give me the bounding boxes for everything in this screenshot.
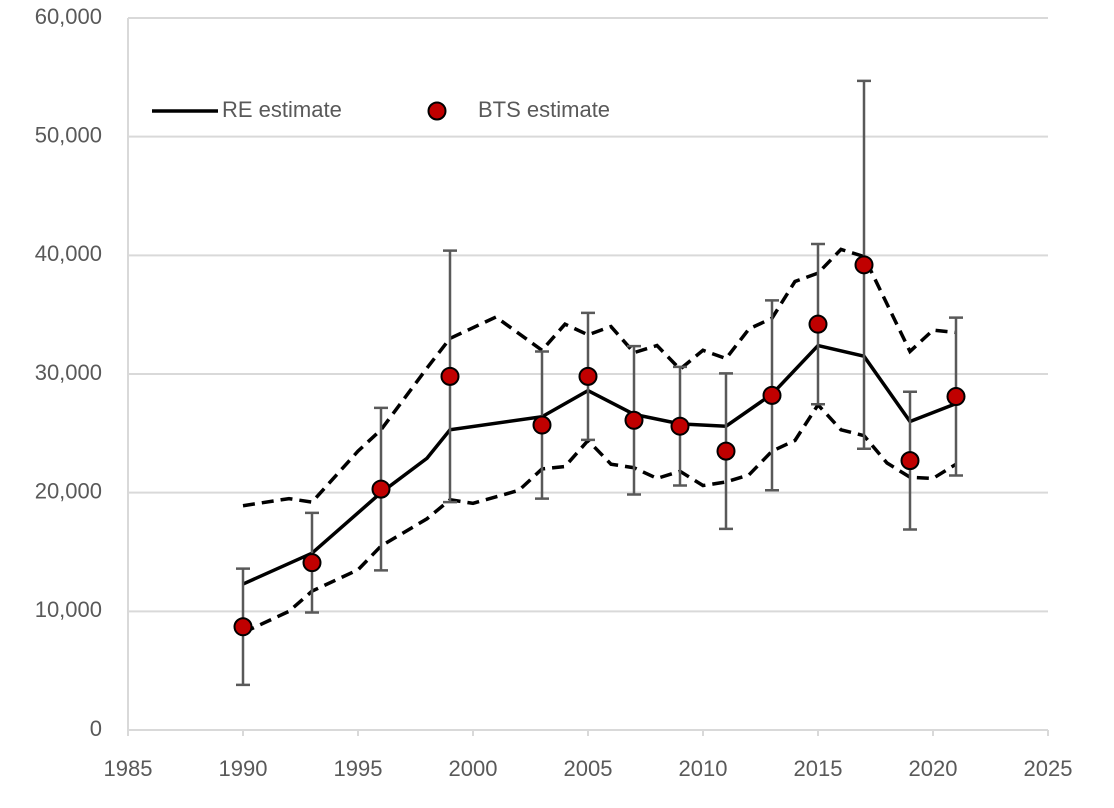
y-tick-label: 60,000 (35, 4, 102, 29)
x-tick-label: 2005 (564, 756, 613, 781)
x-tick-label: 2000 (449, 756, 498, 781)
x-tick-label: 1990 (219, 756, 268, 781)
y-tick-label: 50,000 (35, 122, 102, 147)
point (670, 416, 690, 436)
bound-line (242, 402, 957, 635)
x-tick-label: 1985 (104, 756, 153, 781)
bound-line (242, 247, 957, 508)
point (808, 314, 828, 334)
x-tick-label: 2015 (794, 756, 843, 781)
point (233, 617, 253, 637)
x-tick-label: 2020 (909, 756, 958, 781)
point (578, 366, 598, 386)
y-tick-label: 30,000 (35, 360, 102, 385)
point (900, 451, 920, 471)
point (946, 387, 966, 407)
point (762, 385, 782, 405)
point (302, 553, 322, 573)
y-tick-label: 40,000 (35, 241, 102, 266)
estimate-line (242, 343, 957, 586)
legend-label: BTS estimate (478, 97, 610, 122)
point (624, 410, 644, 430)
point (371, 479, 391, 499)
x-tick-label: 2010 (679, 756, 728, 781)
y-tick-label: 10,000 (35, 597, 102, 622)
point (716, 441, 736, 461)
y-tick-label: 0 (90, 716, 102, 741)
x-tick-label: 2025 (1024, 756, 1073, 781)
legend-label: RE estimate (222, 97, 342, 122)
point (440, 366, 460, 386)
point (854, 255, 874, 275)
legend-marker (427, 101, 447, 121)
x-tick-label: 1995 (334, 756, 383, 781)
point (532, 415, 552, 435)
y-tick-label: 20,000 (35, 478, 102, 503)
